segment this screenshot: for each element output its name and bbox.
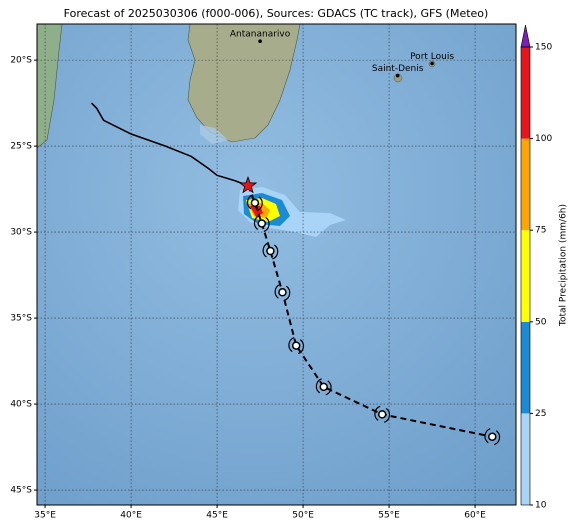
forecast-point — [377, 410, 387, 419]
x-tick-label: 35°E — [34, 511, 56, 521]
forecast-point — [257, 219, 267, 228]
x-tick-label: 55°E — [378, 511, 400, 521]
city-marker — [430, 61, 434, 66]
colorbar-segment — [521, 138, 530, 231]
colorbar-tick-label: 150 — [535, 43, 552, 53]
colorbar-tick-label: 10 — [535, 501, 547, 511]
x-tick-label: 40°E — [120, 511, 142, 521]
map-frame — [36, 23, 517, 506]
map-title: Forecast of 2025030306 (f000-006), Sourc… — [64, 7, 489, 20]
cyclone-symbol-arms — [374, 405, 391, 423]
colorbar-extend — [520, 24, 531, 48]
forecast-point — [278, 288, 287, 297]
forecast-point — [291, 341, 301, 350]
cyclone-symbol-arms — [274, 283, 291, 301]
colorbar-tick-label: 100 — [535, 134, 552, 144]
forecast-point — [266, 246, 275, 256]
y-tick-label: 40°S — [10, 400, 32, 410]
city-marker — [258, 39, 262, 43]
cyclone-symbol-arms — [247, 194, 263, 212]
city-marker — [395, 73, 400, 78]
colorbar-segment — [521, 47, 530, 139]
colorbar-frame — [520, 46, 531, 506]
cyclone-symbol-arms — [484, 428, 501, 446]
cyclone-symbol-arms — [315, 378, 332, 396]
x-tick-label: 45°E — [206, 511, 228, 521]
y-tick-label: 25°S — [10, 142, 32, 152]
forecast-point — [250, 198, 260, 208]
colorbar-segment — [521, 321, 530, 414]
colorbar-segment — [521, 230, 530, 322]
current-position — [238, 176, 258, 194]
y-tick-label: 20°S — [10, 56, 32, 66]
x-tick-label: 60°E — [464, 511, 486, 521]
colorbar-label: Total Precipitation (mm/6h) — [559, 204, 569, 327]
colorbar-tick-label: 75 — [535, 226, 546, 236]
city-label: Saint-Denis — [372, 64, 424, 74]
cyclone-symbol-arms — [262, 242, 279, 260]
africa-coast — [37, 24, 63, 149]
y-tick-label: 45°S — [10, 486, 32, 496]
y-tick-label: 35°S — [10, 314, 32, 324]
city-label: Antananarivo — [230, 30, 291, 40]
past-track — [90, 102, 249, 187]
y-tick-label: 30°S — [10, 228, 32, 238]
colorbar-tick-label: 25 — [535, 409, 546, 419]
forecast-point — [319, 382, 328, 392]
cyclone-symbol-arms — [288, 337, 305, 355]
x-tick-label: 50°E — [292, 511, 314, 521]
shallow-water — [200, 125, 228, 144]
forecast-point — [488, 432, 497, 441]
city-label: Port Louis — [410, 52, 454, 62]
map-area: Antananarivo Port Louis Saint-Denis — [37, 24, 516, 505]
madagascar — [187, 24, 301, 143]
colorbar-tick-label: 50 — [535, 317, 547, 327]
cyclone-symbol-arms — [253, 214, 270, 233]
colorbar-segment — [521, 413, 530, 505]
